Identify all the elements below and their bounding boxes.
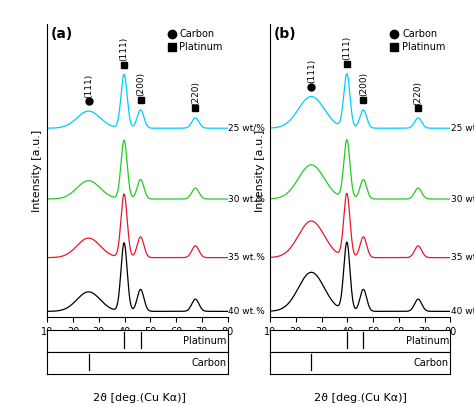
Text: 30 wt.%: 30 wt.%: [451, 195, 474, 204]
Text: 2ϑ [deg.(Cu Kα)]: 2ϑ [deg.(Cu Kα)]: [93, 393, 186, 403]
Text: 2ϑ [deg.(Cu Kα)]: 2ϑ [deg.(Cu Kα)]: [314, 393, 407, 403]
Text: (200): (200): [136, 72, 145, 96]
Y-axis label: Intensity [a.u.]: Intensity [a.u.]: [255, 130, 264, 212]
Text: 40 wt.%: 40 wt.%: [451, 307, 474, 316]
Text: 35 wt.%: 35 wt.%: [451, 253, 474, 262]
Text: (a): (a): [51, 27, 73, 42]
Text: 25 wt/%: 25 wt/%: [228, 124, 265, 133]
Text: Platinum: Platinum: [406, 336, 449, 346]
Text: (220): (220): [414, 81, 423, 105]
Text: (220): (220): [191, 81, 200, 105]
Y-axis label: Intensity [a.u.]: Intensity [a.u.]: [32, 130, 42, 212]
Text: Carbon: Carbon: [414, 358, 449, 368]
Text: 25 wt/%: 25 wt/%: [451, 124, 474, 133]
Text: (111): (111): [307, 59, 316, 83]
Text: Platinum: Platinum: [183, 336, 226, 346]
Text: (111): (111): [119, 37, 128, 61]
Text: Carbon: Carbon: [191, 358, 226, 368]
Legend: Carbon, Platinum: Carbon, Platinum: [386, 25, 449, 56]
Text: (111): (111): [342, 36, 351, 60]
Text: 40 wt.%: 40 wt.%: [228, 307, 265, 316]
Text: (200): (200): [359, 72, 368, 96]
Text: 35 wt.%: 35 wt.%: [228, 253, 265, 262]
Legend: Carbon, Platinum: Carbon, Platinum: [164, 25, 227, 56]
Text: (111): (111): [84, 73, 93, 98]
Text: (b): (b): [274, 27, 296, 42]
Text: 30 wt.%: 30 wt.%: [228, 195, 265, 204]
